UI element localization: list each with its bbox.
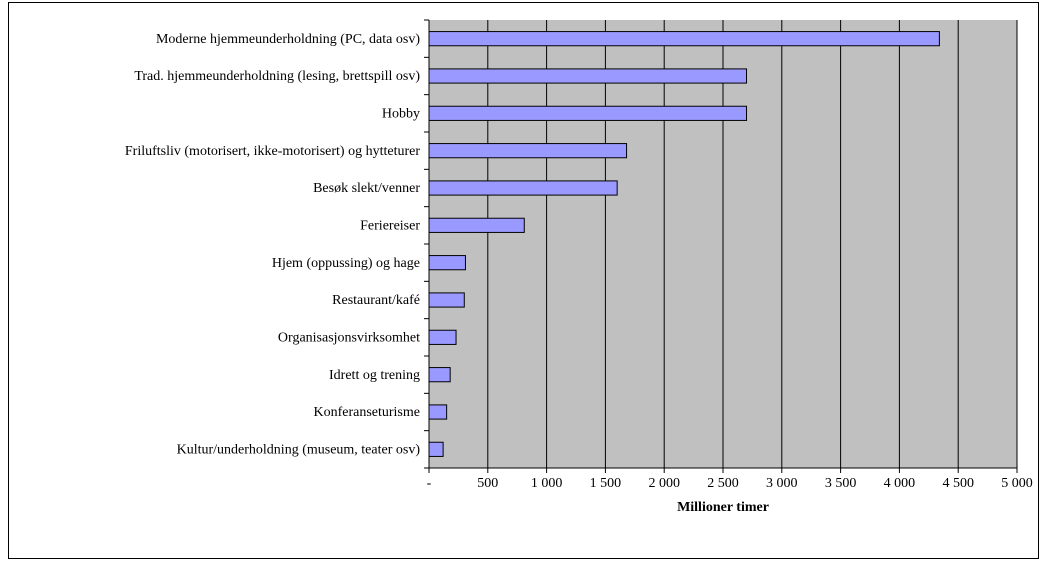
x-axis-title: Millioner timer bbox=[677, 500, 769, 515]
bar bbox=[428, 105, 748, 121]
x-tick-label: 2 000 bbox=[648, 476, 680, 491]
y-tick-label: Organisasjonsvirksomhet bbox=[278, 331, 420, 346]
x-tick-label: 1 000 bbox=[531, 476, 563, 491]
y-tick-label: Friluftsliv (motorisert, ikke-motorisert… bbox=[125, 144, 420, 159]
bar bbox=[428, 292, 465, 308]
x-tick-label: 2 500 bbox=[707, 476, 739, 491]
y-tick-label: Moderne hjemmeunderholdning (PC, data os… bbox=[156, 32, 420, 47]
x-tick-label: 4 500 bbox=[942, 476, 974, 491]
bar bbox=[428, 180, 618, 196]
bar bbox=[428, 68, 748, 84]
x-tick-label: 5 000 bbox=[1001, 476, 1033, 491]
bar bbox=[428, 31, 940, 47]
x-tick-label: 500 bbox=[477, 476, 498, 491]
y-tick-label: Hjem (oppussing) og hage bbox=[272, 256, 420, 271]
bar bbox=[428, 329, 457, 345]
y-tick-label: Konferanseturisme bbox=[313, 405, 420, 420]
bar bbox=[428, 367, 451, 383]
y-tick-label: Feriereiser bbox=[360, 219, 420, 234]
y-tick-label: Besøk slekt/venner bbox=[313, 181, 420, 196]
x-tick-label: 3 500 bbox=[825, 476, 857, 491]
x-tick-label: - bbox=[427, 476, 432, 491]
bar bbox=[428, 441, 444, 457]
y-tick-label: Idrett og trening bbox=[329, 368, 420, 383]
x-tick-label: 4 000 bbox=[884, 476, 916, 491]
y-tick-label: Trad. hjemmeunderholdning (lesing, brett… bbox=[134, 69, 420, 84]
x-tick-label: 3 000 bbox=[766, 476, 798, 491]
bar bbox=[428, 255, 466, 271]
x-tick-label: 1 500 bbox=[590, 476, 622, 491]
y-tick-label: Kultur/underholdning (museum, teater osv… bbox=[177, 443, 421, 458]
y-tick-label: Hobby bbox=[382, 107, 420, 122]
bar bbox=[428, 404, 448, 420]
bar bbox=[428, 143, 628, 159]
bar bbox=[428, 217, 525, 233]
y-tick-label: Restaurant/kafé bbox=[332, 293, 420, 308]
